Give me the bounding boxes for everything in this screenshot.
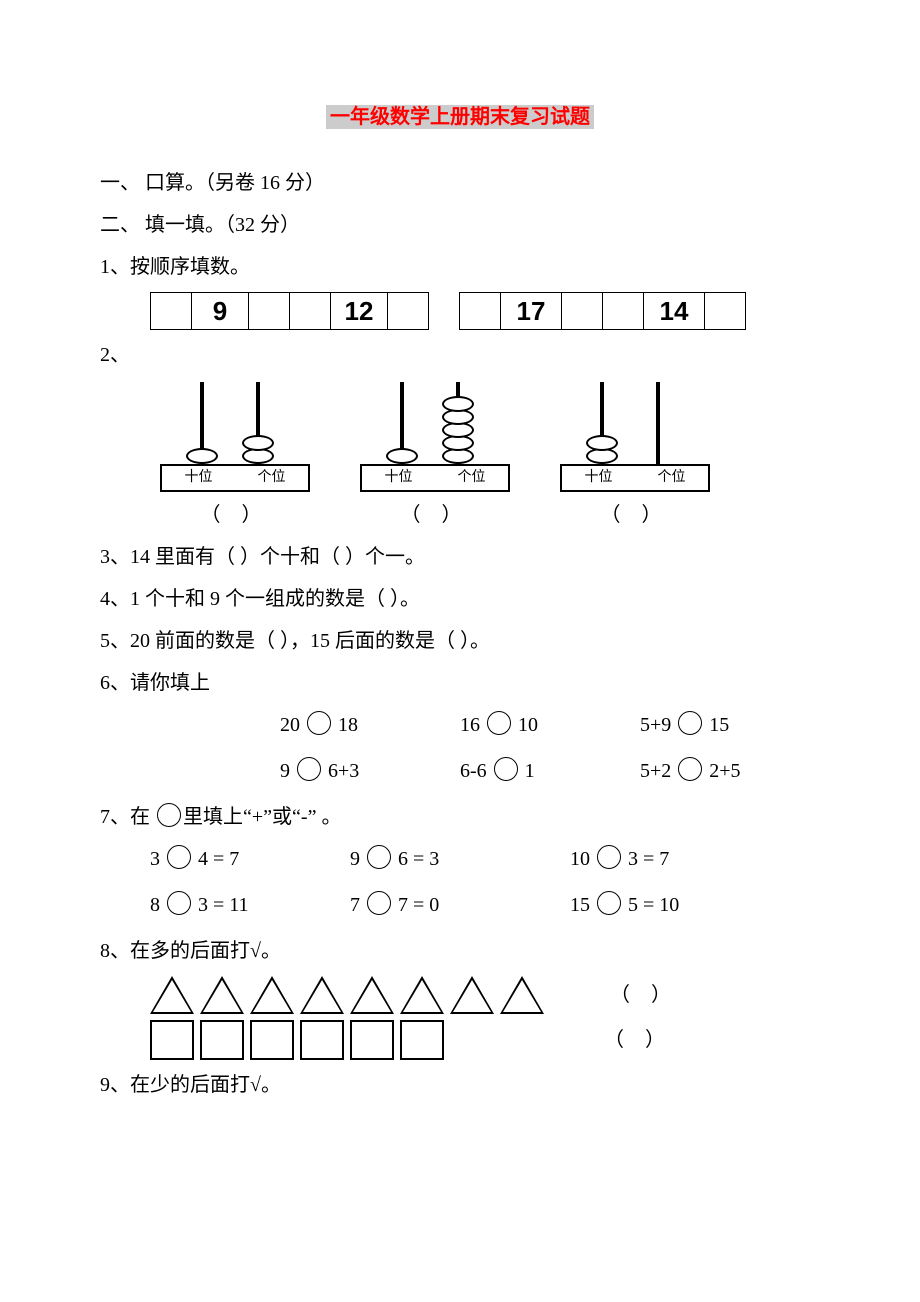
q8-squares-row: （ ） (150, 1020, 820, 1060)
sequence-cell (460, 293, 501, 329)
abacus-bead (586, 435, 618, 451)
q8-triangles-row: （ ） (150, 976, 820, 1014)
circle-blank (487, 711, 511, 735)
triangle-icon (300, 976, 344, 1014)
q5: 5、20 前面的数是（ ），15 后面的数是（ ）。 (100, 624, 820, 658)
q1-sequences: 912 1714 (150, 292, 820, 330)
comparison-item: 16 10 (460, 708, 640, 742)
sequence-cell: 12 (331, 293, 388, 329)
operator-item: 15 5 = 10 (570, 888, 770, 922)
abacus: 十位个位 （ ） (360, 382, 510, 532)
q6-grid: 20 1816 105+9 15 9 6+36-6 15+2 2+5 (280, 708, 820, 788)
triangle-icon (500, 976, 544, 1014)
sequence-cell: 14 (644, 293, 705, 329)
abacus-row: 十位个位 （ ） 十位个位 （ ） 十位个位 （ ） (160, 382, 820, 532)
sequence-cell (603, 293, 644, 329)
abacus-bead (442, 396, 474, 412)
sequence-cell (562, 293, 603, 329)
abacus: 十位个位 （ ） (560, 382, 710, 532)
circle-blank (367, 845, 391, 869)
triangles (150, 976, 544, 1014)
sequence-cell (705, 293, 745, 329)
abacus: 十位个位 （ ） (160, 382, 310, 532)
circle-blank (597, 891, 621, 915)
square-icon (350, 1020, 394, 1060)
abacus-base: 十位个位 (560, 464, 710, 492)
q1-label: 1、按顺序填数。 (100, 250, 820, 284)
operator-item: 9 6 = 3 (350, 842, 570, 876)
square-icon (250, 1020, 294, 1060)
comparison-item: 20 18 (280, 708, 460, 742)
q9: 9、在少的后面打√。 (100, 1068, 820, 1102)
squares (150, 1020, 444, 1060)
square-icon (200, 1020, 244, 1060)
circle-blank (678, 711, 702, 735)
title-text: 一年级数学上册期末复习试题 (326, 105, 594, 129)
page-title: 一年级数学上册期末复习试题 (100, 100, 820, 134)
square-icon (150, 1020, 194, 1060)
comparison-item: 5+2 2+5 (640, 754, 820, 788)
q4: 4、1 个十和 9 个一组成的数是（ ）。 (100, 582, 820, 616)
triangle-icon (200, 976, 244, 1014)
abacus-bead (242, 435, 274, 451)
q6-label: 6、请你填上 (100, 666, 820, 700)
operator-item: 7 7 = 0 (350, 888, 570, 922)
exam-page: 一年级数学上册期末复习试题 一、 口算。（另卷 16 分） 二、 填一填。（32… (0, 0, 920, 1302)
q8-label: 8、在多的后面打√。 (100, 934, 820, 968)
abacus-answer-paren: （ ） (160, 498, 310, 532)
abacus-base: 十位个位 (160, 464, 310, 492)
sequence-cell (290, 293, 331, 329)
sequence-cell (388, 293, 428, 329)
sequence-cell (151, 293, 192, 329)
comparison-item: 5+9 15 (640, 708, 820, 742)
circle-blank (167, 845, 191, 869)
triangle-icon (350, 976, 394, 1014)
square-icon (300, 1020, 344, 1060)
abacus-bead (386, 448, 418, 464)
sequence-cell: 17 (501, 293, 562, 329)
operator-item: 3 4 = 7 (150, 842, 350, 876)
operator-item: 8 3 = 11 (150, 888, 350, 922)
circle-icon (157, 803, 181, 827)
abacus-bead (186, 448, 218, 464)
abacus-base: 十位个位 (360, 464, 510, 492)
section-1: 一、 口算。（另卷 16 分） (100, 166, 820, 200)
q8-paren-2: （ ） (604, 1023, 673, 1057)
q3: 3、14 里面有（ ）个十和（ ）个一。 (100, 540, 820, 574)
comparison-item: 6-6 1 (460, 754, 640, 788)
abacus-answer-paren: （ ） (360, 498, 510, 532)
sequence-a: 9 12 (150, 292, 429, 330)
q7-grid: 3 4 = 79 6 = 310 3 = 7 8 3 = 117 7 = 015 … (150, 842, 820, 922)
q7-label: 7、在 里填上“+”或“-” 。 (100, 800, 820, 834)
circle-blank (297, 757, 321, 781)
sequence-cell: 9 (192, 293, 249, 329)
triangle-icon (150, 976, 194, 1014)
circle-blank (494, 757, 518, 781)
q8-paren-1: （ ） (610, 978, 679, 1012)
triangle-icon (400, 976, 444, 1014)
circle-blank (167, 891, 191, 915)
sequence-b: 1714 (459, 292, 746, 330)
square-icon (400, 1020, 444, 1060)
q2-label: 2、 (100, 338, 820, 372)
abacus-rod (656, 382, 660, 464)
sequence-cell (249, 293, 290, 329)
circle-blank (367, 891, 391, 915)
comparison-item: 9 6+3 (280, 754, 460, 788)
circle-blank (307, 711, 331, 735)
operator-item: 10 3 = 7 (570, 842, 770, 876)
circle-blank (597, 845, 621, 869)
circle-blank (678, 757, 702, 781)
triangle-icon (250, 976, 294, 1014)
triangle-icon (450, 976, 494, 1014)
section-2: 二、 填一填。（32 分） (100, 208, 820, 242)
abacus-answer-paren: （ ） (560, 498, 710, 532)
